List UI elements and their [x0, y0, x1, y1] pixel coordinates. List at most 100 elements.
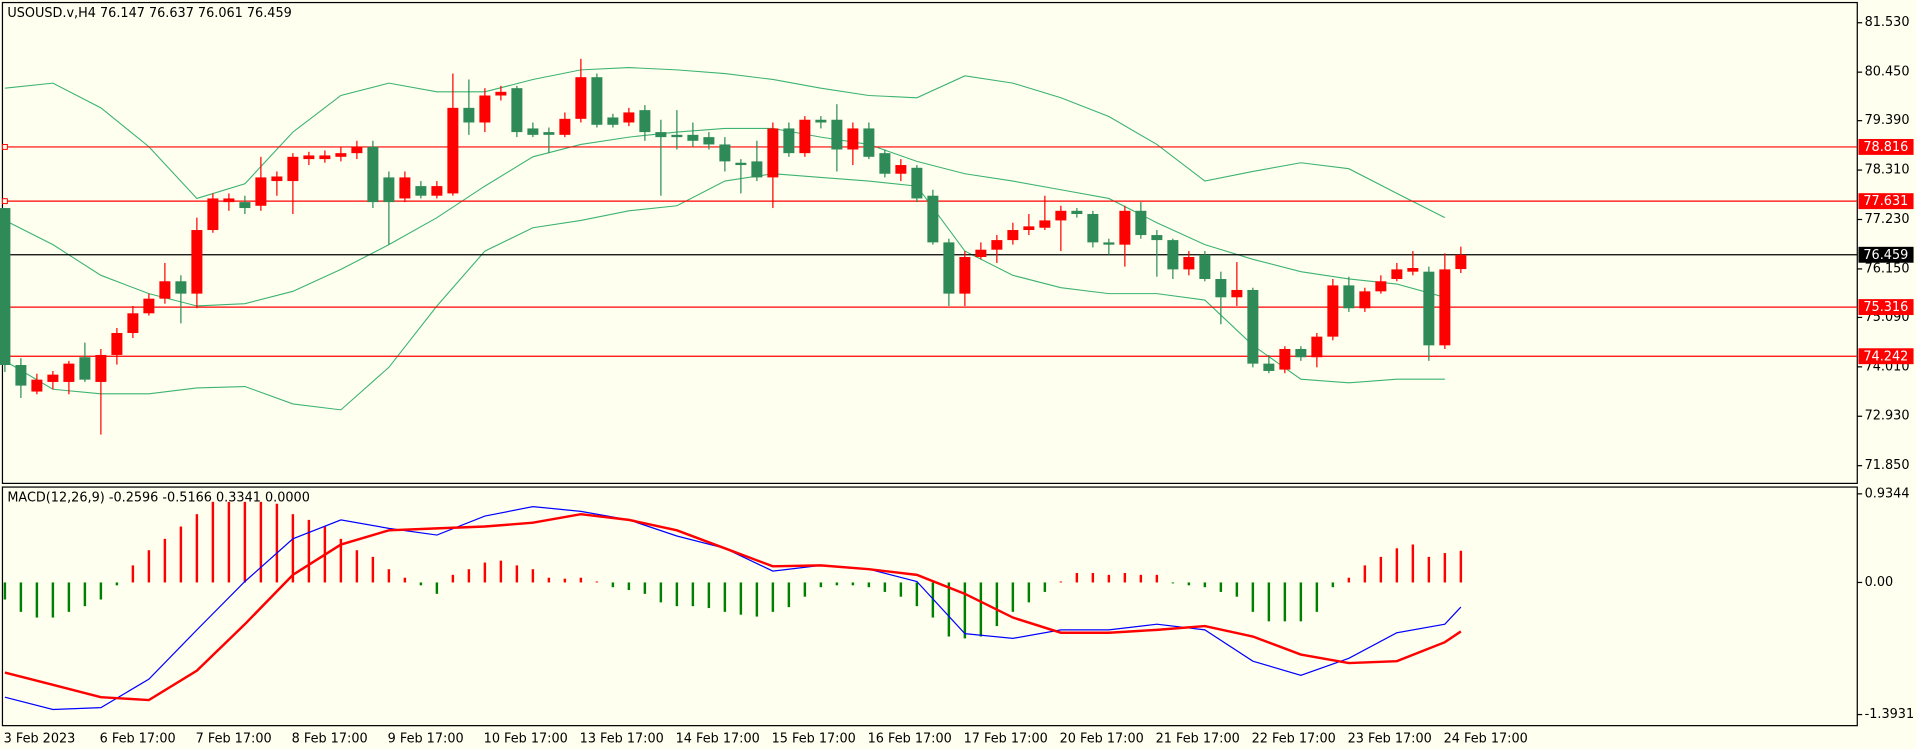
candle-body [623, 112, 635, 123]
x-tick-label: 8 Feb 17:00 [292, 732, 368, 747]
candle-body [47, 374, 59, 382]
candle-body [1423, 271, 1435, 346]
candle-body [1231, 289, 1243, 298]
candle-body [943, 242, 955, 294]
candle-body [223, 198, 235, 203]
histogram-bar [947, 582, 951, 637]
candle-body [1327, 285, 1339, 337]
histogram-bar [595, 581, 599, 583]
histogram-bar [227, 501, 231, 583]
y-tick-label: 78.310 [1865, 163, 1910, 178]
histogram-bar [179, 526, 183, 583]
x-tick-label: 15 Feb 17:00 [772, 732, 856, 747]
histogram-bar [675, 582, 679, 607]
candle-body [735, 162, 747, 166]
level-label: 75.316 [1863, 300, 1908, 315]
candle-body [911, 167, 923, 199]
x-tick-label: 3 Feb 2023 [4, 732, 76, 747]
histogram-bar [1267, 582, 1271, 622]
histogram-bar [499, 560, 503, 583]
histogram-bar [803, 582, 807, 597]
candle-body [927, 195, 939, 243]
level-label-bg [1858, 193, 1914, 210]
histogram-bar [1347, 577, 1351, 583]
candle-body [255, 177, 267, 206]
candle-body [1119, 210, 1131, 245]
histogram-bar [99, 582, 103, 600]
histogram-bar [931, 582, 935, 618]
macd-line [4, 505, 1462, 711]
candle-body [1023, 226, 1035, 231]
histogram-bar [723, 582, 727, 612]
candle-body [303, 155, 315, 160]
candle-body [719, 144, 731, 162]
histogram-bar [995, 582, 999, 627]
histogram-bar [291, 514, 295, 583]
histogram-bar [1443, 553, 1447, 583]
histogram-bar [1283, 582, 1287, 622]
x-tick-label: 10 Feb 17:00 [484, 732, 568, 747]
candle-body [95, 354, 107, 382]
candle-body [31, 379, 43, 392]
candle-body [559, 118, 571, 135]
histogram-bar [1219, 582, 1223, 592]
candle-body [0, 208, 11, 366]
candle-body [1199, 254, 1211, 279]
candle-body [1183, 257, 1195, 270]
candle-body [431, 186, 443, 196]
candle-body [463, 107, 475, 123]
histogram-bar [867, 582, 871, 588]
histogram-bar [851, 582, 855, 586]
histogram-bar [627, 582, 631, 591]
candle-body [383, 177, 395, 203]
level-label-bg [1858, 138, 1914, 155]
candle-body [591, 77, 603, 125]
candle-body [415, 186, 427, 196]
candle-body [1071, 210, 1083, 215]
candle-body [879, 153, 891, 174]
level-label: 78.816 [1863, 140, 1908, 155]
candle-body [143, 298, 155, 314]
candle-body [1343, 285, 1355, 309]
candle-body [1151, 235, 1163, 241]
candle-body [671, 134, 683, 138]
candle-body [767, 128, 779, 178]
histogram-bar [883, 582, 887, 592]
y-tick-label: 0.9344 [1865, 486, 1910, 501]
level-label: 76.459 [1863, 248, 1908, 263]
histogram-bar [739, 582, 743, 615]
candle-body [1055, 210, 1067, 221]
candle-body [159, 281, 171, 299]
y-tick-label: 81.530 [1865, 15, 1910, 30]
bollinger-lower [4, 173, 1445, 411]
histogram-bar [659, 582, 663, 603]
y-tick-label: 77.230 [1865, 212, 1910, 227]
candle-body [351, 146, 363, 154]
x-tick-label: 22 Feb 17:00 [1252, 732, 1336, 747]
candle-body [271, 176, 283, 182]
candle-body [1455, 254, 1467, 270]
candle-body [287, 156, 299, 182]
candle-body [687, 134, 699, 141]
candle-body [127, 313, 139, 333]
candle-body [655, 132, 667, 138]
histogram-bar [755, 582, 759, 617]
candle-body [991, 240, 1003, 250]
histogram-bar [83, 582, 87, 607]
candle-body [15, 365, 27, 386]
histogram-bar [1059, 581, 1063, 583]
histogram-bar [819, 582, 823, 588]
y-tick-label: 80.450 [1865, 65, 1910, 80]
histogram-bar [1363, 565, 1367, 583]
x-tick-label: 7 Feb 17:00 [196, 732, 272, 747]
candle-body [607, 117, 619, 125]
histogram-bar [1027, 582, 1031, 603]
candle-body [111, 332, 123, 355]
histogram-bar [1395, 548, 1399, 583]
candle-body [447, 107, 459, 194]
histogram-bar [1299, 582, 1303, 622]
candle-body [1247, 289, 1259, 364]
histogram-bar [1139, 574, 1143, 583]
histogram-bar [579, 577, 583, 583]
